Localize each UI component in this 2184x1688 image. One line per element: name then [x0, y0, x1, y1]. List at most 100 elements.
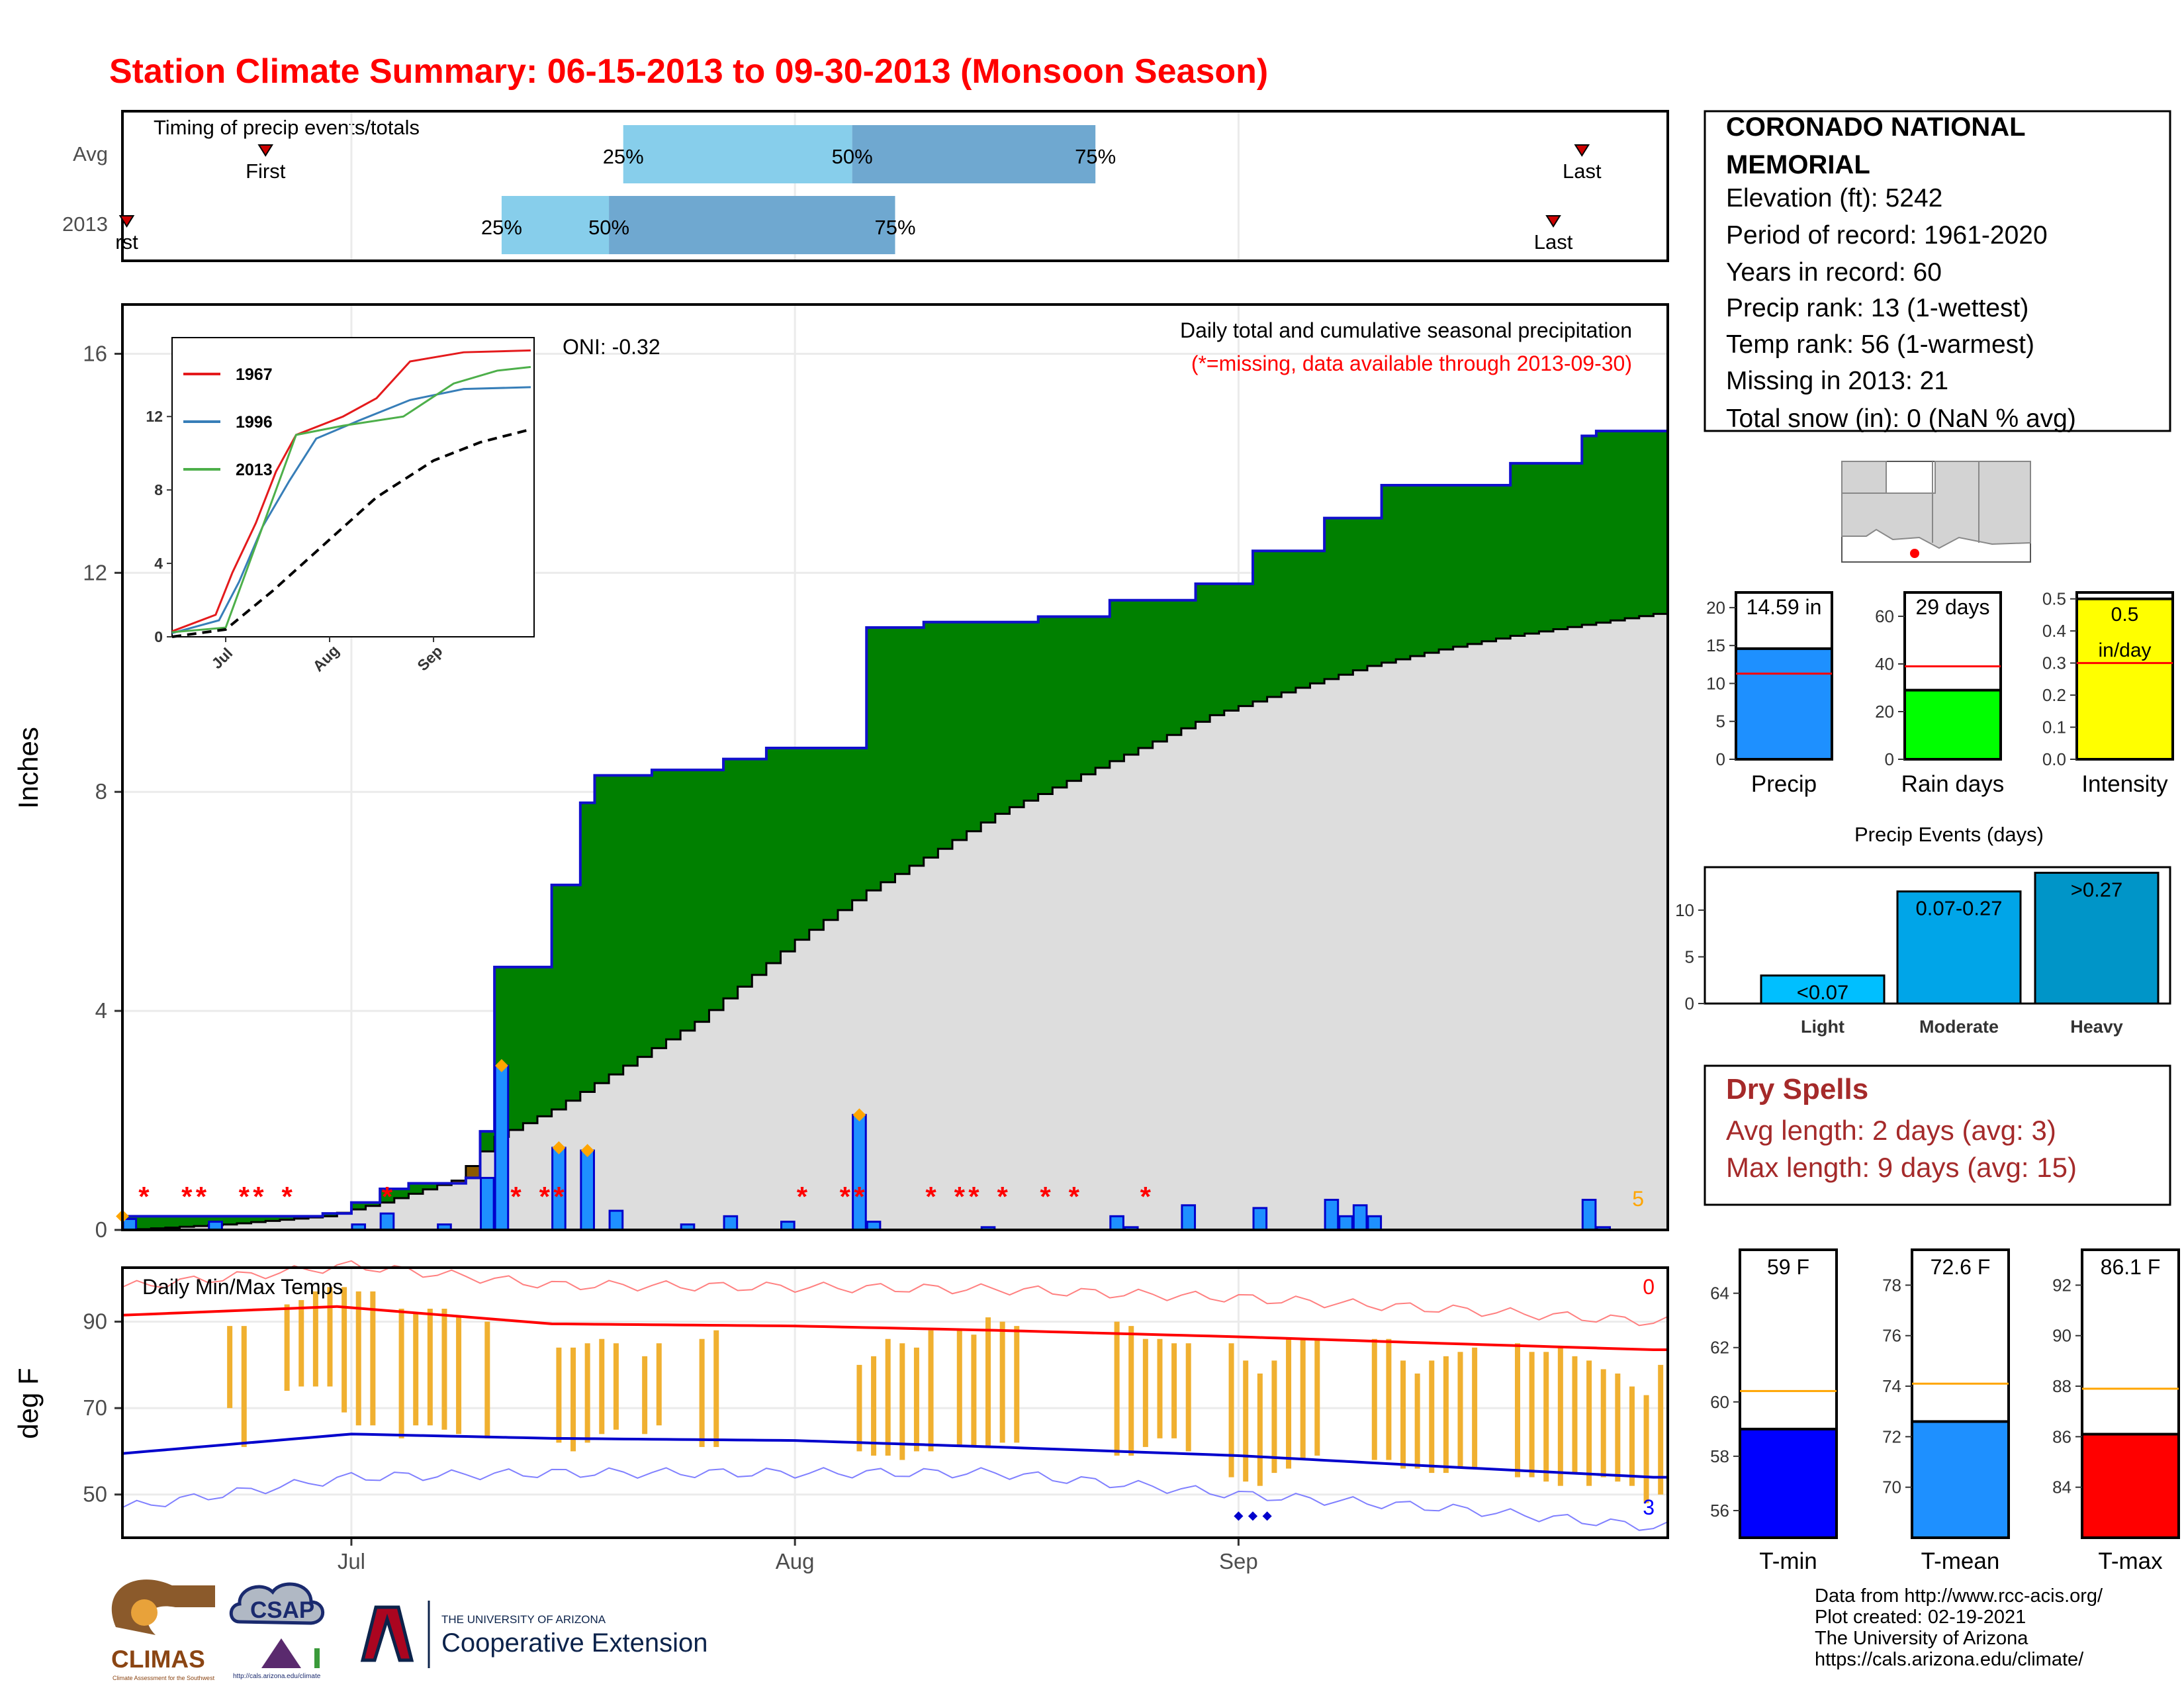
above-average-area: [1095, 616, 1111, 768]
above-average-area: [666, 770, 681, 1040]
missing-day-marker: *: [1040, 1181, 1051, 1212]
precip-event-category: Moderate: [1919, 1017, 1999, 1037]
station-snow: Total snow (in): 0 (NaN % avg): [1726, 404, 2076, 433]
above-average-area: [923, 622, 939, 858]
daily-temp-range-bar: [656, 1343, 662, 1426]
csap-wordmark: CSAP: [250, 1597, 314, 1623]
climas-logo: CLIMAS Climate Assessment for the Southw…: [111, 1579, 215, 1681]
summary-bar-value: 0.5: [2111, 604, 2139, 626]
timing-bar-early: [623, 125, 852, 183]
below-average-area: [451, 1180, 467, 1184]
daily-precip-bar: [1252, 1207, 1268, 1231]
precip-event-bar: [1896, 890, 2022, 1005]
inset-y-tick-label: 4: [154, 555, 163, 572]
inset-y-tick-label: 8: [154, 481, 163, 498]
timing-label-25: 25%: [603, 145, 644, 168]
below-average-area: [465, 1166, 481, 1178]
above-average-area: [1224, 583, 1240, 711]
station-years: Years in record: 60: [1726, 258, 1942, 287]
daily-temp-range-bar: [1014, 1326, 1020, 1443]
corner-count: 5: [1632, 1187, 1644, 1211]
main-y-tick-label: 8: [95, 779, 107, 804]
above-average-area: [1353, 518, 1368, 671]
daily-temp-range-bar: [999, 1321, 1005, 1443]
above-average-area: [1253, 551, 1268, 702]
credit-line: https://cals.arizona.edu/climate/: [1815, 1649, 2084, 1670]
dry-spells-title: Dry Spells: [1726, 1073, 1868, 1105]
missing-day-marker: *: [382, 1181, 393, 1212]
main-y-axis-label: Inches: [13, 727, 44, 809]
daily-temp-range-bar: [241, 1326, 247, 1447]
daily-precip-bar: [1338, 1215, 1353, 1231]
station-precip-rank: Precip rank: 13 (1-wettest): [1726, 294, 2028, 322]
daily-temp-range-bar: [570, 1347, 576, 1452]
daily-temp-range-bar: [413, 1313, 419, 1426]
above-average-area: [408, 1183, 424, 1194]
daily-temp-range-bar: [913, 1347, 919, 1452]
credit-line: Plot created: 02-19-2021: [1815, 1607, 2026, 1628]
above-average-area: [1181, 600, 1197, 729]
above-average-area: [1396, 485, 1411, 660]
daily-temp-range-bar: [1586, 1360, 1592, 1486]
summary-bar-tick-label: 15: [1706, 635, 1725, 655]
daily-temp-range-bar: [556, 1347, 562, 1443]
above-average-area: [580, 802, 596, 1092]
above-average-area: [1625, 431, 1640, 618]
temp-panel-title: Daily Min/Max Temps: [142, 1275, 343, 1299]
station-name-line-2: MEMORIAL: [1726, 150, 1870, 179]
above-average-area: [265, 1216, 281, 1221]
daily-temp-range-bar: [928, 1330, 934, 1452]
temp-summary-bar: [2081, 1432, 2180, 1540]
timing-bar-early: [501, 196, 610, 254]
summary-bar-value: in/day: [2098, 639, 2151, 661]
missing-day-marker: *: [281, 1181, 293, 1212]
summary-bar-tick-label: 0.4: [2042, 621, 2066, 641]
missing-day-marker: *: [510, 1181, 522, 1212]
daily-temp-range-bar: [1300, 1338, 1306, 1460]
above-average-area: [909, 628, 925, 866]
daily-precip-bar: [580, 1149, 595, 1231]
above-average-area: [866, 628, 882, 891]
daily-temp-range-bar: [1314, 1338, 1320, 1456]
above-average-area: [566, 884, 581, 1101]
station-temp-rank: Temp rank: 56 (1-warmest): [1726, 330, 2034, 359]
above-average-area: [1539, 463, 1554, 632]
above-average-area: [1009, 622, 1024, 808]
daily-precip-bar: [723, 1215, 739, 1231]
daily-temp-range-bar: [1629, 1386, 1635, 1486]
daily-temp-range-bar: [1615, 1373, 1621, 1482]
precip-event-bar: [2034, 871, 2160, 1005]
daily-temp-range-bar: [1457, 1352, 1463, 1469]
above-average-area: [966, 622, 982, 831]
daily-precip-bar: [608, 1209, 624, 1231]
extreme-precip-marker: [495, 1058, 508, 1072]
summary-bar-tick-label: 20: [1706, 598, 1725, 618]
temp-summary-tick-label: 86: [2052, 1427, 2071, 1446]
climas-wordmark: CLIMAS: [111, 1646, 205, 1673]
above-average-area: [1310, 551, 1325, 684]
temp-y-tick-label: 70: [83, 1395, 107, 1420]
temp-summary-tick-label: 64: [1710, 1284, 1729, 1303]
above-average-area: [279, 1216, 295, 1220]
above-average-area: [752, 759, 767, 975]
temp-count-top: 0: [1643, 1275, 1655, 1299]
above-average-area: [1152, 600, 1168, 742]
inset-legend-label: 1967: [236, 365, 273, 384]
events-y-tick-label: 10: [1675, 900, 1694, 920]
daily-temp-range-bar: [699, 1338, 705, 1447]
above-average-area: [151, 1216, 166, 1229]
missing-day-marker: *: [797, 1181, 808, 1212]
summary-bar-tick-label: 0.1: [2042, 718, 2066, 737]
climas-logo-mark: [111, 1579, 215, 1635]
temp-panel: 50 70 90 Jul Aug Sep Daily Min/Max Temps deg …: [13, 1260, 1669, 1573]
daily-temp-range-bar: [1257, 1373, 1263, 1486]
above-average-area: [1381, 485, 1397, 663]
above-average-area: [594, 775, 610, 1084]
above-average-area: [1038, 616, 1054, 794]
daily-temp-range-bar: [341, 1287, 347, 1413]
daily-temp-range-bar: [613, 1343, 619, 1430]
temp-summary-tick-label: 76: [1882, 1326, 1901, 1346]
daily-temp-range-bar: [312, 1291, 318, 1387]
